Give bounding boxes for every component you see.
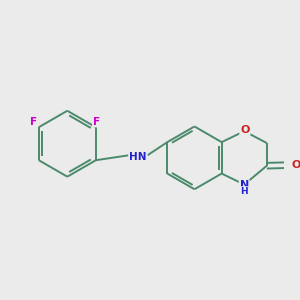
Text: N: N (240, 180, 249, 190)
Text: O: O (240, 125, 250, 135)
Text: F: F (93, 117, 100, 127)
Text: F: F (31, 117, 38, 127)
Text: HN: HN (129, 152, 147, 162)
Text: H: H (241, 187, 248, 196)
Text: O: O (291, 160, 300, 170)
